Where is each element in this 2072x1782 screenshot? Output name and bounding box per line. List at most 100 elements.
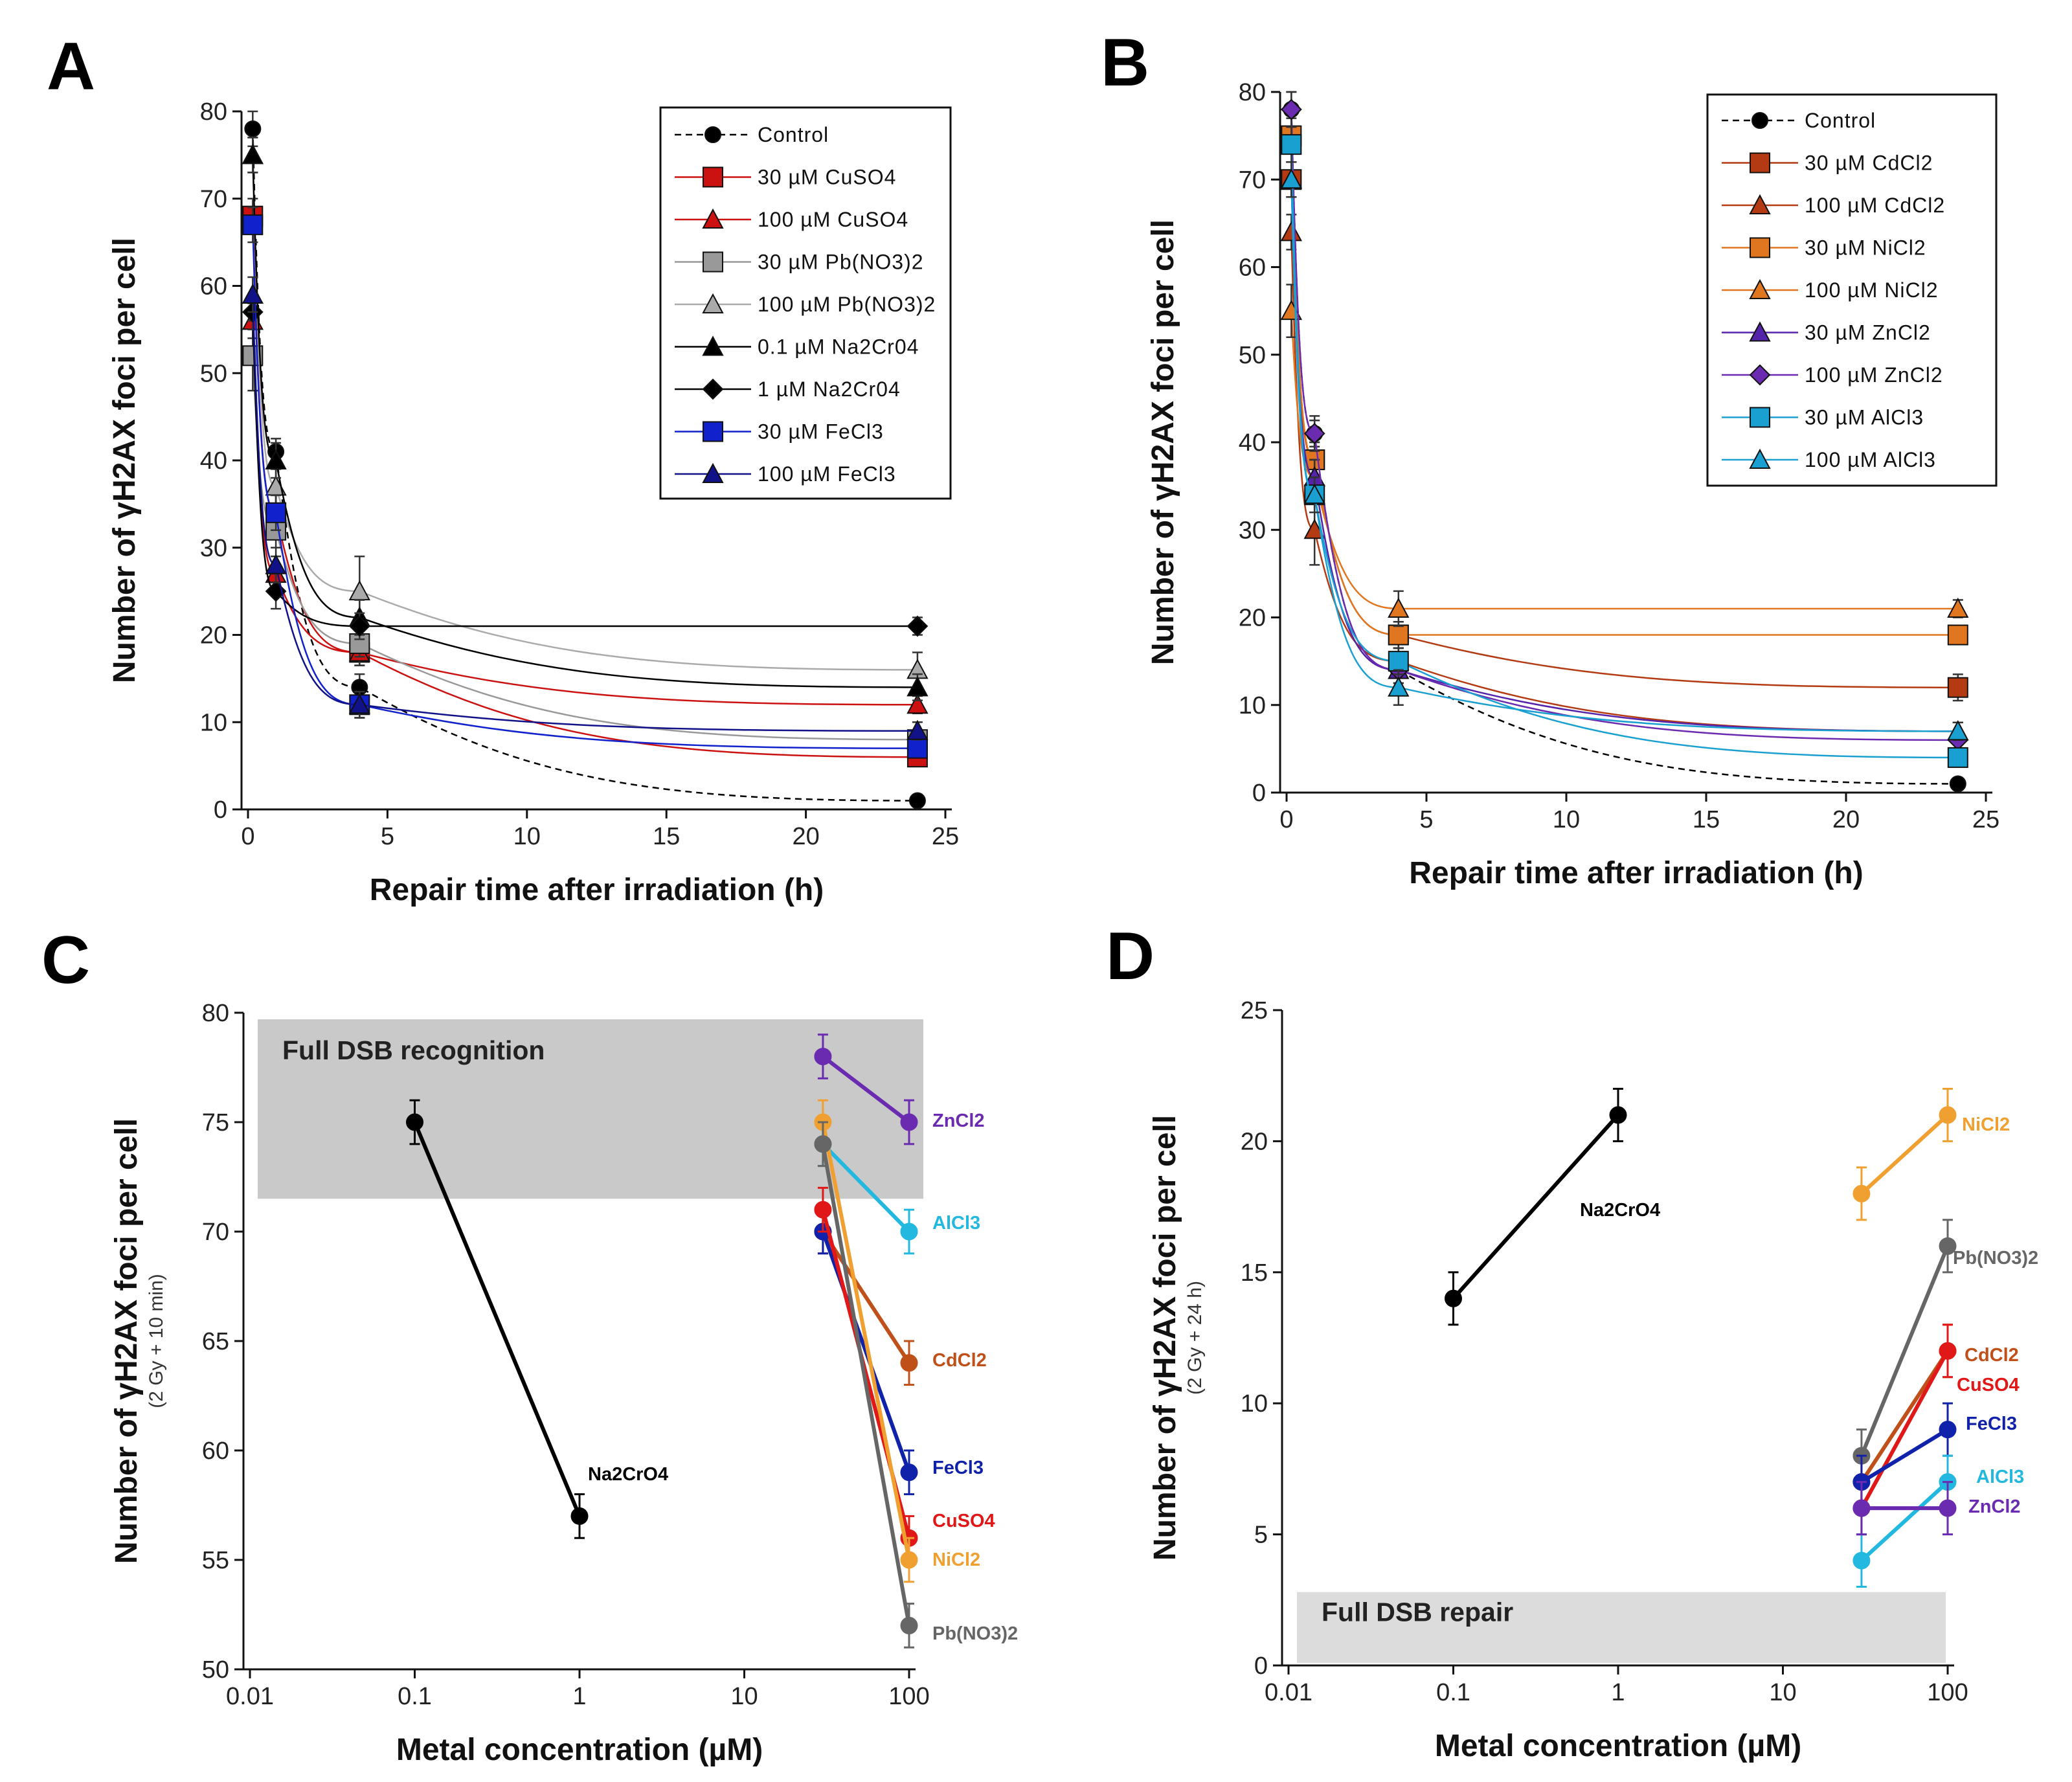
series-line-b-100-m-cdcl2 (1290, 232, 1958, 732)
legend-marker-a-30-m-cuso4 (703, 166, 723, 188)
series-label-c-na2cro4: Na2CrO4 (588, 1464, 668, 1485)
legend-marker-b-30-m-nicl2 (1750, 237, 1770, 258)
series-line-d-alcl3 (1860, 1480, 1950, 1562)
data-point-d-fecl3 (1939, 1421, 1957, 1439)
data-point-d-zncl2 (1939, 1499, 1957, 1517)
series-line-b-100-m-zncl2 (1290, 109, 1958, 741)
series-label-d-fecl3: FeCl3 (1966, 1414, 2017, 1434)
panel-letter-a: A (47, 29, 95, 104)
series-label-d-cuso4: CuSO4 (1957, 1375, 2020, 1395)
legend-label-b-30-m-nicl2: 30 µM NiCl2 (1805, 236, 1926, 260)
y-tick-label-c: 55 (202, 1547, 229, 1574)
y-tick-label-a: 60 (200, 273, 227, 300)
data-point-a-100-m-fecl3 (265, 554, 287, 574)
data-point-a-0-1-m-na2cro4 (242, 144, 264, 164)
legend-label-a-30-m-cuso4: 30 µM CuSO4 (758, 166, 896, 189)
data-point-a-100-m-fecl3 (242, 283, 264, 304)
series-line-d-pb-no3-2 (1860, 1245, 1950, 1457)
series-label-d-nicl2: NiCl2 (1962, 1114, 2010, 1135)
legend-marker-a-0-1-m-na2cro4 (702, 335, 724, 356)
y-tick-label-b: 0 (1252, 780, 1266, 807)
series-line-d-cdcl2 (1860, 1349, 1950, 1483)
data-point-b-30-m-nicl2 (1947, 624, 1968, 646)
series-label-c-nicl2: NiCl2 (932, 1550, 980, 1570)
data-point-d-nicl2 (1939, 1106, 1957, 1124)
legend-label-b-30-m-cdcl2: 30 µM CdCl2 (1805, 152, 1933, 175)
x-tick-label-a: 0 (241, 823, 254, 850)
legend-marker-b-30-m-cdcl2 (1750, 152, 1770, 174)
legend-marker-a-1-m-na2cr04 (702, 378, 724, 400)
data-point-c-alcl3 (900, 1223, 918, 1241)
data-point-b-100-m-alcl3 (1303, 484, 1325, 504)
x-tick-label-b: 0 (1279, 806, 1293, 833)
data-point-d-nicl2 (1852, 1184, 1871, 1202)
y-axis-subtitle-c: (2 Gy + 10 min) (146, 1274, 167, 1408)
data-point-c-nicl2 (900, 1551, 918, 1569)
data-point-c-pb-no3-2 (900, 1616, 918, 1634)
y-tick-label-d: 15 (1241, 1259, 1268, 1287)
data-point-c-na2cro4 (406, 1113, 423, 1131)
data-point-c-cuso4 (814, 1201, 832, 1219)
data-point-a-30-m-fecl3 (265, 502, 287, 523)
data-point-a-control (244, 120, 262, 137)
y-tick-label-a: 20 (200, 622, 227, 649)
data-point-a-100-m-cuso4 (906, 694, 929, 714)
x-tick-label-c: 1 (572, 1683, 586, 1710)
series-line-b-30-m-nicl2 (1290, 135, 1958, 636)
legend-label-a-30-m-pb-no3-2: 30 µM Pb(NO3)2 (758, 251, 924, 274)
legend-marker-a-30-m-pb-no3-2 (703, 251, 723, 273)
y-tick-label-d: 10 (1241, 1390, 1268, 1417)
data-point-b-30-m-alcl3 (1947, 747, 1968, 768)
data-point-b-100-m-zncl2 (1303, 423, 1325, 444)
legend-marker-a-100-m-pb-no3-2 (702, 293, 724, 313)
x-axis-title-c: Metal concentration (µM) (396, 1733, 763, 1767)
band-label-c: Full DSB recognition (282, 1035, 545, 1065)
y-tick-label-d: 0 (1254, 1652, 1268, 1680)
x-tick-label-b: 5 (1419, 806, 1433, 833)
y-tick-label-a: 40 (200, 447, 227, 475)
data-point-b-100-m-cdcl2 (1280, 221, 1303, 242)
x-tick-label-b: 25 (1972, 806, 1999, 833)
data-point-c-pb-no3-2 (814, 1135, 832, 1153)
data-point-a-100-m-fecl3 (906, 719, 929, 740)
series-label-c-zncl2: ZnCl2 (932, 1111, 985, 1131)
y-tick-label-d: 25 (1241, 997, 1268, 1024)
series-label-c-fecl3: FeCl3 (932, 1458, 984, 1478)
data-point-a-0-1-m-na2cro4 (265, 449, 287, 469)
y-tick-label-a: 80 (200, 98, 227, 126)
y-tick-label-c: 65 (202, 1328, 229, 1355)
series-line-a-100-m-fecl3 (252, 294, 918, 732)
series-label-d-zncl2: ZnCl2 (1968, 1496, 2021, 1517)
x-tick-label-b: 20 (1832, 806, 1860, 833)
series-label-d-cdcl2: CdCl2 (1965, 1345, 2019, 1366)
series-label-d-na2cro4: Na2CrO4 (1580, 1200, 1660, 1221)
y-tick-label-d: 20 (1241, 1128, 1268, 1155)
x-tick-label-a: 15 (653, 823, 680, 850)
x-tick-label-c: 100 (888, 1683, 929, 1710)
y-axis-subtitle-d: (2 Gy + 24 h) (1184, 1281, 1206, 1395)
y-tick-label-a: 0 (214, 796, 227, 824)
panel-letter-c: C (41, 923, 90, 998)
legend-label-a-0-1-m-na2cro4: 0.1 µM Na2Cr04 (758, 335, 919, 359)
data-point-b-30-m-alcl3 (1281, 134, 1302, 155)
legend-label-b-30-m-zncl2: 30 µM ZnCl2 (1805, 321, 1931, 344)
legend-label-b-100-m-cdcl2: 100 µM CdCl2 (1805, 194, 1945, 217)
legend-marker-b-100-m-nicl2 (1749, 278, 1771, 299)
legend-label-a-1-m-na2cr04: 1 µM Na2Cr04 (758, 378, 901, 401)
data-point-a-control (908, 792, 926, 809)
x-tick-label-d: 0.1 (1436, 1679, 1470, 1706)
legend-label-b-control: Control (1805, 109, 1876, 132)
data-point-a-0-1-m-na2cro4 (906, 676, 929, 697)
series-line-c-pb-no3-2 (820, 1144, 911, 1626)
y-tick-label-a: 50 (200, 360, 227, 387)
data-point-c-cdcl2 (900, 1354, 918, 1372)
x-axis-title-a: Repair time after irradiation (h) (370, 873, 824, 907)
y-tick-label-b: 20 (1239, 605, 1266, 632)
y-axis-title-d: Number of γH2AX foci per cell (1148, 1115, 1182, 1561)
x-tick-label-b: 15 (1693, 806, 1720, 833)
series-line-a-0-1-m-na2cro4 (252, 155, 918, 688)
series-label-c-alcl3: AlCl3 (932, 1213, 980, 1234)
legend-marker-b-30-m-alcl3 (1750, 407, 1770, 428)
series-line-c-na2cro4 (412, 1121, 581, 1517)
